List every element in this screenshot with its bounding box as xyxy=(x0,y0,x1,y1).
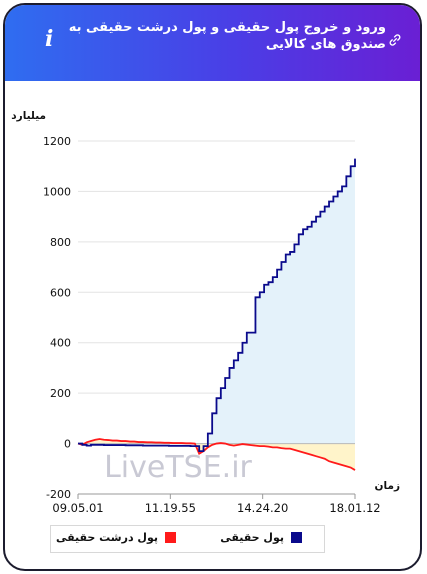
series-line-big-real-money xyxy=(77,438,356,471)
chart-area: 1200 1000 800 600 400 200 0 -200 09.05.01 11.19.5… xyxy=(5,81,413,559)
area-big-real-money xyxy=(78,439,355,471)
x-tick-label: 09.05.01 xyxy=(52,501,103,515)
info-icon[interactable]: i xyxy=(45,26,54,52)
x-tick-label: 18.01.12 xyxy=(329,501,380,515)
y-tick-label: 400 xyxy=(50,337,71,350)
legend-item-real-money[interactable]: پول حقیقی xyxy=(220,531,302,544)
y-tick-label: 1000 xyxy=(43,185,71,198)
chart-card: ورود و خروج پول حقیقی و پول درشت حقیقی ب… xyxy=(3,3,422,571)
watermark-text: LiveTSE.ir xyxy=(104,450,252,485)
legend-item-big-real-money[interactable]: پول درشت حقیقی xyxy=(56,531,176,544)
area-real-money xyxy=(78,158,355,452)
x-axis-label: زمان xyxy=(375,480,400,492)
x-tick-label: 11.19.55 xyxy=(145,501,196,515)
chart-title: ورود و خروج پول حقیقی و پول درشت حقیقی ب… xyxy=(68,20,386,52)
legend-swatch-big-real-money xyxy=(165,532,176,543)
card-header: ورود و خروج پول حقیقی و پول درشت حقیقی ب… xyxy=(5,5,420,81)
y-tick-label: 600 xyxy=(50,286,71,299)
x-tick-label: 14.24.20 xyxy=(237,501,288,515)
link-icon[interactable] xyxy=(388,33,402,47)
y-tick-label: 1200 xyxy=(43,135,71,148)
legend-label-big-real-money: پول درشت حقیقی xyxy=(55,531,158,544)
y-tick-label: 0 xyxy=(64,438,71,451)
chart-legend: پول حقیقی پول درشت حقیقی xyxy=(50,525,325,553)
y-tick-label: -200 xyxy=(46,488,71,501)
series-line-real-money xyxy=(78,158,356,453)
legend-label-real-money: پول حقیقی xyxy=(220,531,284,544)
y-axis-label: میلیارد تومان xyxy=(10,110,46,122)
y-tick-label: 800 xyxy=(50,236,71,249)
y-tick-label: 200 xyxy=(50,387,71,400)
legend-swatch-real-money xyxy=(291,532,302,543)
